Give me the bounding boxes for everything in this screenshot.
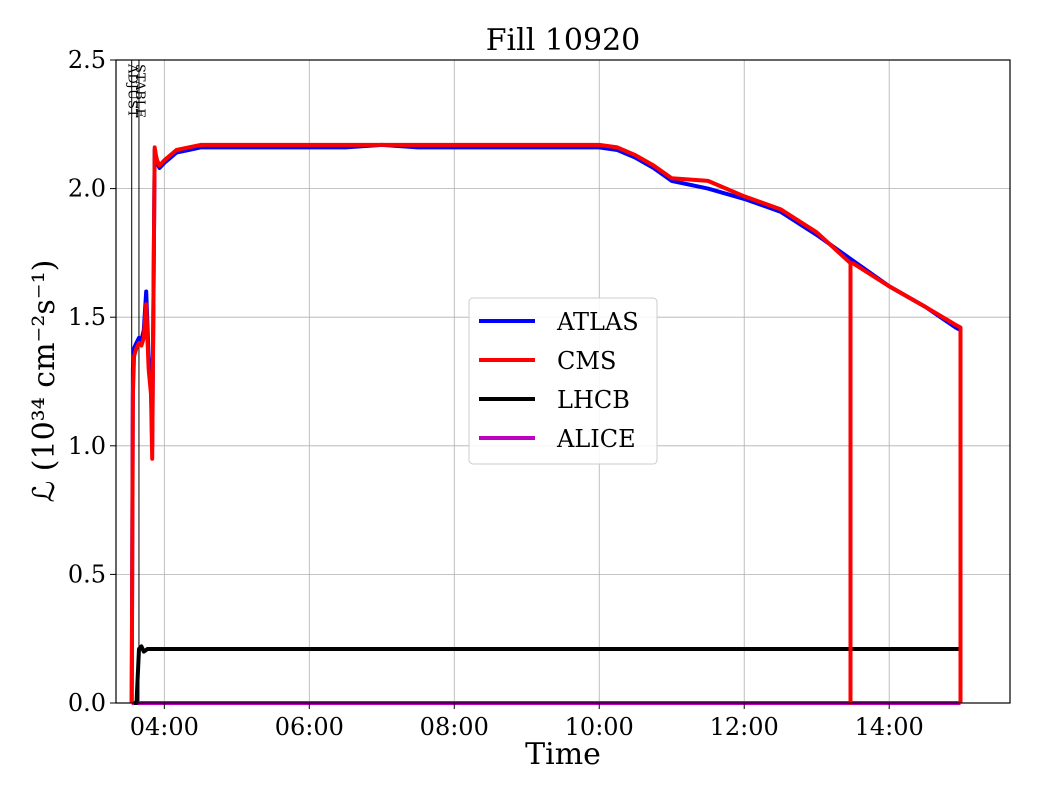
series-line-cms bbox=[129, 142, 963, 705]
y-tick-label: 0.0 bbox=[68, 689, 106, 717]
y-axis-ticks: 0.0 0.5 1.0 1.5 2.0 2.5 bbox=[68, 46, 116, 717]
x-tick-label: 12:00 bbox=[710, 713, 779, 741]
y-tick-label: 1.0 bbox=[68, 432, 106, 460]
x-tick-label: 04:00 bbox=[130, 713, 199, 741]
legend: ATLAS CMS LHCB ALICE bbox=[468, 297, 658, 465]
x-axis-ticks: 04:00 06:00 08:00 10:00 12:00 14:00 bbox=[130, 703, 924, 741]
chart-title: Fill 10920 bbox=[486, 23, 641, 58]
legend-label-lhcb: LHCB bbox=[557, 386, 630, 414]
x-tick-label: 08:00 bbox=[420, 713, 489, 741]
x-tick-label: 06:00 bbox=[275, 713, 344, 741]
legend-label-cms: CMS bbox=[557, 347, 616, 375]
legend-label-atlas: ATLAS bbox=[556, 308, 639, 336]
y-tick-label: 2.0 bbox=[68, 175, 106, 203]
x-axis-title: Time bbox=[525, 737, 601, 772]
y-tick-label: 1.5 bbox=[68, 303, 106, 331]
legend-label-alice: ALICE bbox=[556, 425, 636, 453]
plot-frame bbox=[115, 59, 1011, 704]
y-tick-label: 2.5 bbox=[68, 46, 106, 74]
y-tick-label: 0.5 bbox=[68, 560, 106, 588]
x-tick-label: 14:00 bbox=[855, 713, 924, 741]
marker-label-adjust: ADJUST bbox=[125, 63, 140, 118]
legend-box bbox=[468, 297, 658, 465]
x-tick-label: 10:00 bbox=[565, 713, 634, 741]
series-line-lhcb bbox=[134, 644, 963, 705]
marker-label-stable: STABLE bbox=[132, 64, 147, 118]
y-axis-title: ℒ (10³⁴ cm⁻²s⁻¹) bbox=[27, 260, 62, 503]
